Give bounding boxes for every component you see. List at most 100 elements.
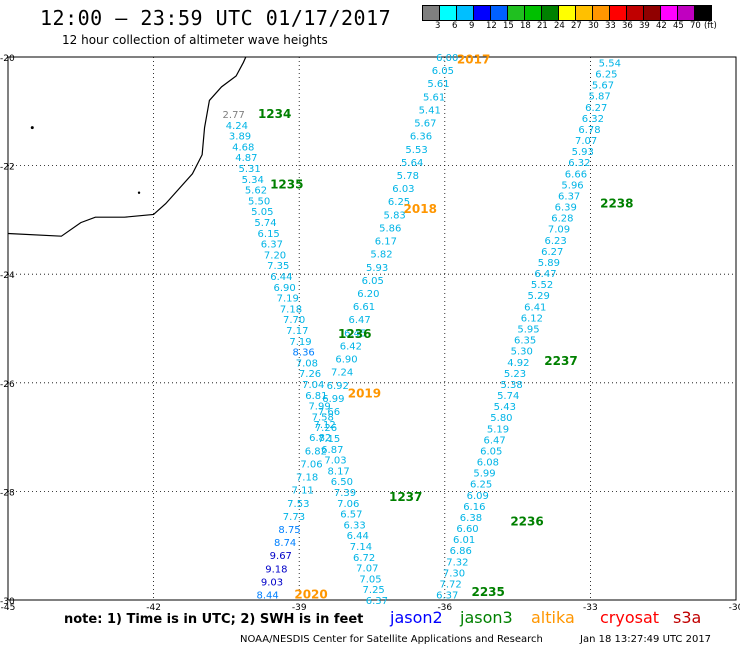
legend-swatch xyxy=(694,5,712,21)
swh-value: 6.28 xyxy=(551,214,573,225)
swh-value: 7.18 xyxy=(296,473,318,484)
swh-value: 5.61 xyxy=(423,92,445,103)
swh-value: 6.44 xyxy=(270,272,292,283)
swh-value: 7.24 xyxy=(331,368,353,379)
swh-value: 6.44 xyxy=(347,531,369,542)
track-label: 2236 xyxy=(510,514,543,528)
lat-tick-label: -28 xyxy=(0,488,15,498)
swh-value: 6.15 xyxy=(258,229,280,240)
lon-tick-label: -36 xyxy=(437,603,452,613)
legend-label: 9 xyxy=(469,21,475,31)
lat-tick-label: -20 xyxy=(0,54,15,64)
swh-value: 7.73 xyxy=(283,512,305,523)
lon-tick-label: -33 xyxy=(583,603,598,613)
swh-value: 4.68 xyxy=(232,142,254,153)
swh-value: 5.99 xyxy=(473,469,495,480)
legend-label: (ft) xyxy=(704,21,717,31)
swh-value: 5.30 xyxy=(511,347,533,358)
swh-value: 8.36 xyxy=(293,348,315,359)
legend-label: 15 xyxy=(503,21,514,31)
swh-value: 5.89 xyxy=(538,258,560,269)
swh-value: 6.25 xyxy=(388,197,410,208)
track-label: 1234 xyxy=(258,107,291,121)
timestamp: Jan 18 13:27:49 UTC 2017 xyxy=(580,634,712,645)
swh-value: 5.74 xyxy=(497,391,519,402)
swh-value: 6.47 xyxy=(348,315,370,326)
swh-value: 5.74 xyxy=(254,218,276,229)
swh-value: 5.54 xyxy=(599,58,621,69)
swh-value: 6.50 xyxy=(331,477,353,488)
track-label: 2235 xyxy=(471,585,504,599)
legend-label: 24 xyxy=(554,21,565,31)
swh-value: 6.35 xyxy=(514,336,536,347)
swh-value: 6.32 xyxy=(568,158,590,169)
swh-value: 5.23 xyxy=(504,369,526,380)
swh-value: 6.87 xyxy=(321,445,343,456)
swh-value: 7.04 xyxy=(302,380,324,391)
swh-value: 5.80 xyxy=(490,413,512,424)
swh-value: 6.17 xyxy=(375,237,397,248)
legend-label: 33 xyxy=(605,21,616,31)
swh-value: 6.86 xyxy=(450,546,472,557)
swh-value: 6.05 xyxy=(432,66,454,77)
swh-value: 6.00 xyxy=(436,53,458,64)
swh-value: 5.93 xyxy=(366,263,388,274)
satellite-jason2: jason2 xyxy=(390,608,443,627)
swh-value: 7.25 xyxy=(363,585,385,596)
legend-label: 30 xyxy=(588,21,599,31)
swh-value: 7.35 xyxy=(267,261,289,272)
swh-value: 8.74 xyxy=(274,538,296,549)
swh-value: 6.05 xyxy=(480,446,502,457)
swh-value: 6.33 xyxy=(343,520,365,531)
swh-value: 7.18 xyxy=(280,304,302,315)
swh-value: 5.19 xyxy=(487,424,509,435)
lat-tick-label: -30 xyxy=(0,597,15,607)
swh-value: 9.03 xyxy=(261,577,283,588)
swh-value: 5.67 xyxy=(592,81,614,92)
legend-label: 12 xyxy=(486,21,497,31)
track-label: 2019 xyxy=(348,387,381,401)
swh-value: 7.06 xyxy=(337,499,359,510)
swh-value: 6.45 xyxy=(344,328,366,339)
swh-value: 6.39 xyxy=(555,203,577,214)
swh-value: 5.96 xyxy=(561,180,583,191)
track-label: 1237 xyxy=(389,490,422,504)
swh-value: 6.25 xyxy=(470,480,492,491)
swh-value: 6.47 xyxy=(484,435,506,446)
track-label: 1236 xyxy=(338,327,371,341)
track-label: 2020 xyxy=(294,588,327,602)
swh-value: 6.38 xyxy=(460,513,482,524)
swh-value: 6.57 xyxy=(340,510,362,521)
track-label: 2017 xyxy=(457,53,490,67)
swh-value: 7.06 xyxy=(300,459,322,470)
swh-value: 6.99 xyxy=(322,394,344,405)
legend-label: 27 xyxy=(571,21,582,31)
swh-value: 6.42 xyxy=(340,341,362,352)
swh-value: 7.26 xyxy=(299,369,321,380)
lon-tick-label: -30 xyxy=(729,603,740,613)
swh-value: 4.87 xyxy=(235,153,257,164)
swh-value: 6.72 xyxy=(353,553,375,564)
swh-value: 7.12 xyxy=(313,420,335,431)
swh-value: 7.17 xyxy=(286,326,308,337)
lon-tick-label: -45 xyxy=(1,603,16,613)
swh-value: 5.62 xyxy=(245,186,267,197)
swh-value: 5.82 xyxy=(370,250,392,261)
swh-value: 5.31 xyxy=(238,164,260,175)
credit-text: NOAA/NESDIS Center for Satellite Applica… xyxy=(240,634,543,645)
swh-value: 6.32 xyxy=(582,114,604,125)
swh-value: 7.26 xyxy=(315,423,337,434)
swh-value: 6.66 xyxy=(565,169,587,180)
swh-value: 5.43 xyxy=(494,402,516,413)
legend-label: 36 xyxy=(622,21,633,31)
note-text: note: 1) Time is in UTC; 2) SWH is in fe… xyxy=(64,612,364,627)
color-legend-labels: 3 6 9 12 15 18 21 24 27 30 33 36 39 42 45 70 (ft) xyxy=(422,21,740,33)
swh-value: 7.11 xyxy=(292,486,314,497)
swh-value: 6.27 xyxy=(585,103,607,114)
swh-value: 5.78 xyxy=(397,171,419,182)
track-label: 1235 xyxy=(270,178,303,192)
swh-value: 6.81 xyxy=(305,391,327,402)
lat-tick-label: -24 xyxy=(0,271,15,281)
map-frame xyxy=(7,56,737,601)
